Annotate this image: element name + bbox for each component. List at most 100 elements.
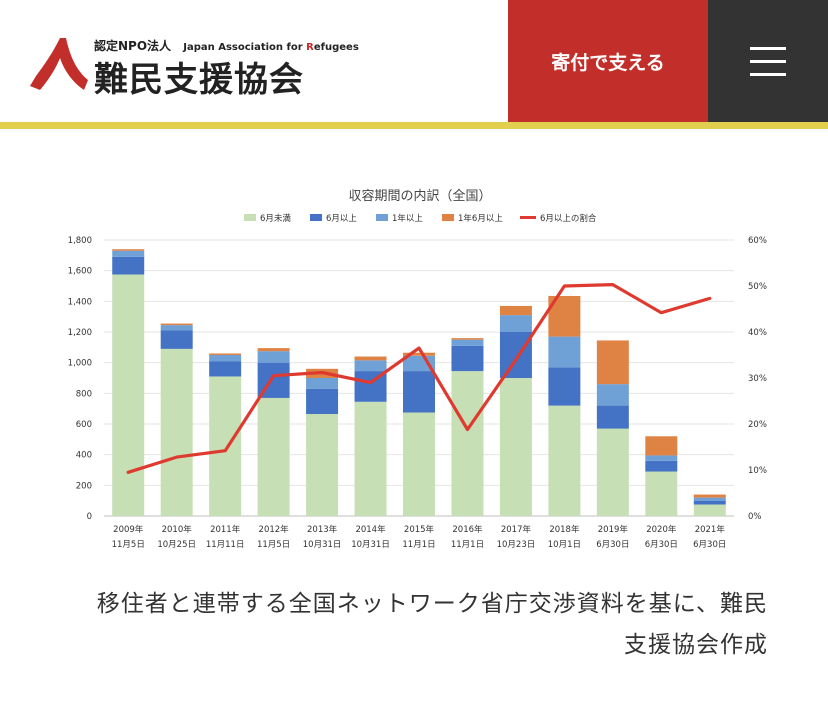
bar-segment — [499, 305, 532, 316]
x-tick-date: 6月30日 — [596, 540, 629, 550]
bar-segment — [160, 330, 193, 349]
bar-segment — [354, 360, 387, 372]
bar-segment — [693, 494, 726, 498]
bar-segment — [354, 356, 387, 361]
chart-legend: 6月未満 6月以上 1年以上 1年6月以上 6月以上の割合 — [244, 213, 597, 224]
x-tick-date: 6月30日 — [693, 540, 726, 550]
bar-segment — [451, 371, 484, 516]
bar-segment — [499, 332, 532, 378]
caption-line-1: 移住者と連帯する全国ネットワーク省庁交渉資料を基に、難民 — [96, 591, 768, 617]
logo-person-icon — [30, 38, 88, 90]
x-tick-date: 10月23日 — [497, 540, 536, 550]
y-left-tick-label: 800 — [76, 389, 92, 399]
bar-segment — [645, 471, 678, 516]
x-tick-date: 11月5日 — [112, 540, 145, 550]
bar-segment — [257, 397, 290, 516]
x-axis: 2009年 11月5日 2010年 10月25日 2011年 11月11日 2012年 11月… — [112, 524, 727, 550]
bar-segment — [645, 460, 678, 472]
x-tick-date: 11月1日 — [451, 540, 484, 550]
x-tick-year: 2013年 — [307, 524, 338, 535]
bar-segment — [403, 352, 435, 356]
legend-swatch — [244, 214, 256, 221]
x-tick-date: 11月1日 — [402, 540, 435, 550]
bar-segment — [645, 436, 678, 456]
logo-name: 難民支援協会 — [94, 60, 304, 100]
x-tick-date: 6月30日 — [645, 540, 678, 550]
legend-label: 6月未満 — [260, 213, 291, 224]
site-logo[interactable]: 認定NPO法人 Japan Association for Refugees 難… — [30, 30, 359, 100]
bar-segment — [451, 345, 484, 372]
header-accent-bar — [0, 122, 828, 129]
bar-segment — [693, 500, 726, 505]
bar-segment — [160, 323, 193, 326]
chart-caption: 移住者と連帯する全国ネットワーク省庁交渉資料を基に、難民 支援協会作成 — [40, 584, 768, 666]
hamburger-menu-icon-bar-2 — [750, 60, 786, 63]
bar-segment — [596, 405, 629, 429]
bar-segment — [112, 250, 145, 257]
x-tick-date: 10月31日 — [351, 540, 390, 550]
bar-segment — [499, 315, 532, 332]
x-tick-date: 10月25日 — [157, 540, 196, 550]
y-axis-right: 0% 10% 20% 30% 40% 50% 60% — [748, 236, 767, 522]
bar-segment — [160, 325, 193, 331]
bar-segment — [209, 353, 242, 355]
legend-label: 1年6月以上 — [458, 213, 503, 224]
x-tick-year: 2009年 — [113, 524, 144, 535]
logo-en-r: R — [306, 42, 314, 53]
legend-label: 1年以上 — [392, 213, 423, 224]
x-tick-year: 2018年 — [549, 524, 580, 535]
bar-segment — [209, 376, 242, 516]
x-tick-year: 2021年 — [695, 524, 726, 535]
logo-english-name: Japan Association for Refugees — [183, 42, 359, 53]
legend-swatch — [310, 214, 322, 221]
y-left-tick-label: 1,600 — [68, 267, 92, 277]
y-left-tick-label: 600 — [76, 420, 92, 430]
hamburger-menu-button[interactable] — [708, 0, 828, 122]
x-tick-year: 2010年 — [162, 524, 193, 535]
bar-segment — [451, 339, 484, 346]
bar-segment — [112, 256, 145, 275]
y-right-tick-label: 60% — [748, 236, 767, 246]
legend-swatch — [376, 214, 388, 221]
bar-segment — [403, 371, 435, 413]
x-tick-year: 2012年 — [259, 524, 290, 535]
y-right-tick-label: 40% — [748, 328, 767, 338]
donate-button[interactable]: 寄付で支える — [508, 0, 708, 122]
logo-en-prefix: Japan Association for — [183, 42, 307, 53]
x-tick-year: 2020年 — [646, 524, 677, 535]
y-left-tick-label: 1,000 — [68, 359, 92, 369]
x-tick-year: 2014年 — [355, 524, 386, 535]
bar-segment — [209, 361, 242, 377]
bar-segment — [209, 355, 242, 362]
bar-segment — [645, 455, 678, 461]
y-right-tick-label: 10% — [748, 466, 767, 476]
site-header: 認定NPO法人 Japan Association for Refugees 難… — [0, 0, 828, 129]
bar-segment — [693, 504, 726, 516]
bar-segment — [596, 340, 629, 385]
y-left-tick-label: 400 — [76, 451, 92, 461]
detention-period-chart: 収容期間の内訳（全国） 6月未満 6月以上 1年以上 1年6月以上 6月以上の割合 0 2… — [40, 180, 800, 560]
y-left-tick-label: 1,400 — [68, 297, 92, 307]
logo-en-suffix: efugees — [313, 42, 359, 53]
bar-segment — [548, 367, 581, 406]
x-tick-date: 10月31日 — [303, 540, 342, 550]
legend-label: 6月以上の割合 — [540, 213, 597, 224]
x-tick-year: 2019年 — [598, 524, 629, 535]
bar-segment — [257, 351, 290, 363]
y-right-tick-label: 20% — [748, 420, 767, 430]
chart-title: 収容期間の内訳（全国） — [348, 188, 491, 204]
x-tick-date: 10月1日 — [548, 540, 581, 550]
x-tick-year: 2016年 — [452, 524, 483, 535]
caption-line-2: 支援協会作成 — [624, 632, 768, 658]
y-left-tick-label: 0 — [87, 512, 92, 522]
y-left-tick-label: 1,800 — [68, 236, 92, 246]
x-tick-date: 11月5日 — [257, 540, 290, 550]
bar-segment — [596, 384, 629, 406]
bar-segment — [548, 336, 581, 368]
bar-segment — [306, 414, 339, 516]
x-tick-year: 2015年 — [404, 524, 435, 535]
logo-small-text: 認定NPO法人 Japan Association for Refugees — [94, 37, 359, 54]
bar-segment — [693, 497, 726, 501]
bar-segment — [499, 378, 532, 516]
x-tick-year: 2011年 — [210, 524, 241, 535]
